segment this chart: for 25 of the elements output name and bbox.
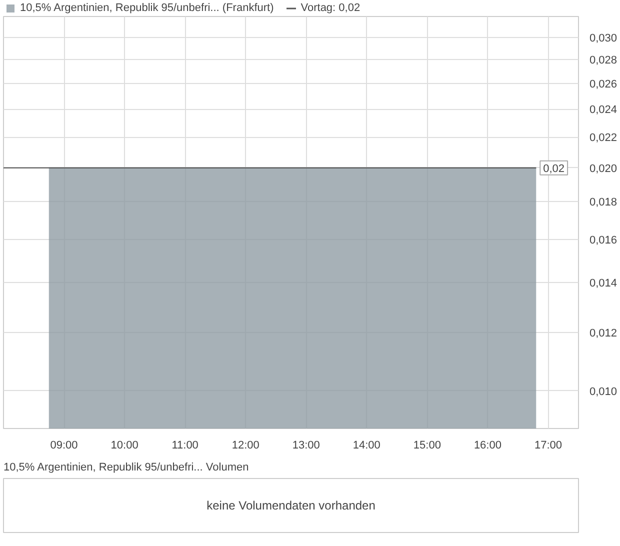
y-tick-label: 0,014 <box>590 278 618 290</box>
annotation: 0,02 <box>543 162 565 175</box>
y-tick-label: 0,018 <box>590 196 618 209</box>
x-tick-label: 17:00 <box>534 440 562 452</box>
x-tick-label: 12:00 <box>232 440 260 452</box>
y-tick-label: 0,016 <box>590 234 618 247</box>
text: 10,5% Argentinien, Republik 95/unbefri... Volumen <box>4 462 249 474</box>
legend-label: Vortag: 0,02 <box>300 2 360 14</box>
text: keine Volumendaten vorhanden <box>206 498 376 512</box>
y-tick-label: 0,022 <box>590 132 618 144</box>
y-tick-label: 0,020 <box>590 162 618 175</box>
legend-label: 10,5% Argentinien, Republik 95/unbefri... (Frankfurt) <box>20 2 274 14</box>
y-tick-label: 0,024 <box>590 104 618 116</box>
y-tick-label: 0,010 <box>590 386 618 398</box>
x-tick-label: 14:00 <box>352 440 380 452</box>
y-tick-label: 0,030 <box>590 32 618 44</box>
y-tick-label: 0,012 <box>590 327 618 340</box>
x-tick-label: 10:00 <box>110 440 138 452</box>
x-tick-label: 15:00 <box>413 440 441 452</box>
y-tick-label: 0,028 <box>590 54 618 66</box>
x-tick-label: 16:00 <box>474 440 502 452</box>
x-tick-label: 09:00 <box>50 440 78 452</box>
x-tick-label: 11:00 <box>172 440 198 452</box>
x-tick-label: 13:00 <box>292 440 320 452</box>
y-tick-label: 0,026 <box>590 78 618 90</box>
